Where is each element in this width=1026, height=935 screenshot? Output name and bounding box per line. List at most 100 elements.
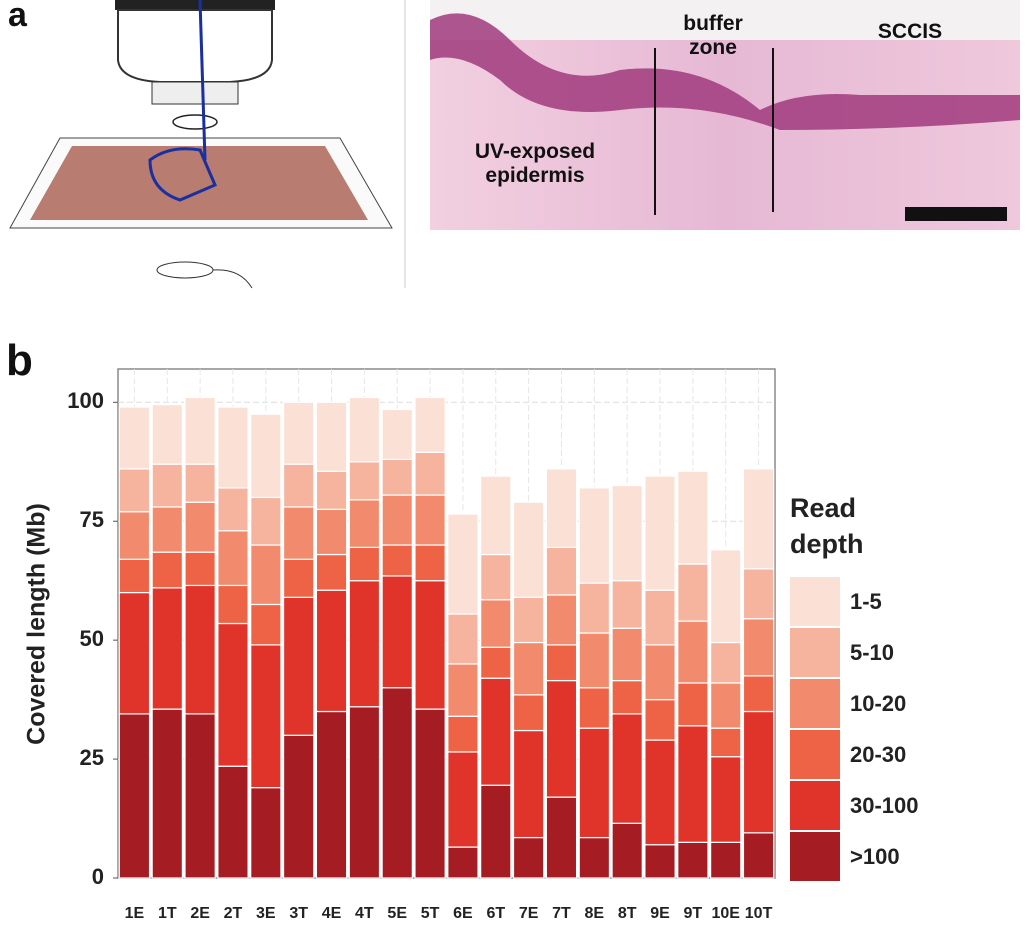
bar-segment bbox=[742, 675, 775, 713]
bar-segment bbox=[414, 580, 446, 710]
x-tick-label: 7E bbox=[519, 905, 539, 922]
bar-segment bbox=[710, 727, 742, 758]
legend-swatch bbox=[790, 577, 840, 626]
bar-segment bbox=[578, 632, 611, 689]
x-tick-label: 5E bbox=[387, 905, 407, 922]
bar-segment bbox=[184, 501, 216, 553]
legend-title: Read depth bbox=[790, 493, 864, 559]
bar-segment bbox=[282, 734, 315, 879]
legend-swatch bbox=[790, 628, 840, 677]
annotation: buffer zone bbox=[683, 12, 743, 59]
bar-segment bbox=[677, 470, 709, 565]
bar-segment bbox=[184, 551, 216, 587]
y-tick-label: 75 bbox=[80, 507, 104, 532]
bar-segment bbox=[282, 558, 315, 598]
bar-segment bbox=[282, 506, 315, 560]
bar-segment bbox=[217, 406, 249, 489]
bar-segment bbox=[512, 501, 545, 598]
bar-segment bbox=[710, 756, 742, 843]
legend-swatch bbox=[790, 781, 840, 830]
bar-segment bbox=[250, 603, 282, 646]
epidermis bbox=[430, 13, 1020, 130]
bar-segment bbox=[184, 584, 216, 715]
x-tick-label: 2T bbox=[224, 905, 243, 922]
x-tick-label: 3E bbox=[256, 905, 276, 922]
bar-segment bbox=[447, 613, 479, 665]
legend-item: 30-100 bbox=[790, 780, 930, 831]
bar-segment bbox=[217, 487, 249, 532]
x-tick-label: 6T bbox=[486, 905, 505, 922]
bar-segment bbox=[742, 832, 775, 879]
y-tick-label: 50 bbox=[80, 626, 104, 651]
bar-segment bbox=[447, 751, 479, 848]
x-tick-label: 8E bbox=[585, 905, 605, 922]
bar-segment bbox=[348, 396, 381, 463]
bar-segment bbox=[545, 796, 578, 879]
y-tick-label: 100 bbox=[67, 388, 104, 413]
bar-segment bbox=[282, 463, 315, 508]
bar-segment bbox=[315, 508, 348, 556]
y-axis-title: Covered length (Mb) bbox=[23, 503, 51, 745]
bar-segment bbox=[512, 836, 545, 879]
bar-segment bbox=[545, 468, 578, 548]
bar-segment bbox=[480, 646, 512, 679]
bar-segment bbox=[348, 461, 381, 501]
legend-item: >100 bbox=[790, 831, 930, 882]
bar-segment bbox=[315, 553, 348, 591]
bar-segment bbox=[381, 575, 413, 689]
bar-segment bbox=[381, 544, 413, 577]
bar-segment bbox=[315, 470, 348, 510]
bar-segment bbox=[217, 584, 249, 625]
bar-segment bbox=[250, 413, 282, 499]
bar-segment bbox=[118, 468, 151, 513]
cable bbox=[212, 269, 253, 289]
bar-segment bbox=[644, 739, 676, 846]
legend-label: 20-30 bbox=[850, 741, 907, 767]
bar-segment bbox=[578, 687, 611, 729]
annotation: SCCIS bbox=[877, 20, 943, 43]
bar-segment bbox=[742, 568, 775, 620]
objective bbox=[115, 0, 275, 10]
y-tick-label: 25 bbox=[80, 745, 104, 770]
bar-segment bbox=[447, 715, 479, 753]
bar-segment bbox=[611, 580, 643, 629]
bar-segment bbox=[381, 494, 413, 546]
bar-segment bbox=[118, 713, 151, 879]
bar-segment bbox=[480, 475, 512, 556]
x-tick-label: 7T bbox=[552, 905, 571, 922]
bar-segment bbox=[184, 396, 216, 465]
bar-segment bbox=[644, 475, 676, 591]
plot-area bbox=[117, 368, 776, 879]
bar-segment bbox=[217, 530, 249, 587]
bar-segment bbox=[414, 451, 446, 496]
y-tick-label: 0 bbox=[92, 864, 104, 889]
legend-swatch bbox=[790, 679, 840, 728]
bar-segment bbox=[315, 401, 348, 472]
chart: Covered length (Mb) 0 25 50 75 100 1E 1T 2E 2T 3E… bbox=[23, 368, 776, 922]
bar-segment bbox=[315, 710, 348, 879]
bar-segment bbox=[545, 679, 578, 798]
bar-segment bbox=[381, 408, 413, 460]
legend-label: >100 bbox=[850, 843, 900, 869]
bar-segment bbox=[118, 591, 151, 715]
bar-segment bbox=[118, 511, 151, 560]
bar-segment bbox=[217, 765, 249, 879]
x-tick-label: 9E bbox=[650, 905, 670, 922]
annotation: UV-exposed epidermis bbox=[474, 140, 596, 187]
bar-segment bbox=[677, 841, 709, 879]
x-tick-label: 10E bbox=[711, 905, 740, 922]
legend-swatch bbox=[790, 730, 840, 779]
x-tick-label: 10T bbox=[745, 905, 773, 922]
bar-segment bbox=[151, 463, 183, 508]
legend-label: 1-5 bbox=[850, 588, 882, 614]
legend-label: 30-100 bbox=[850, 792, 919, 818]
x-tick-label: 9T bbox=[684, 905, 703, 922]
x-tick-label: 3T bbox=[289, 905, 308, 922]
bar-segment bbox=[677, 620, 709, 684]
panel-a-drawing bbox=[9, 0, 1020, 289]
legend-item: 20-30 bbox=[790, 729, 930, 780]
bar-segment bbox=[315, 589, 348, 713]
bar-segment bbox=[250, 787, 282, 879]
bar-segment bbox=[447, 663, 479, 717]
